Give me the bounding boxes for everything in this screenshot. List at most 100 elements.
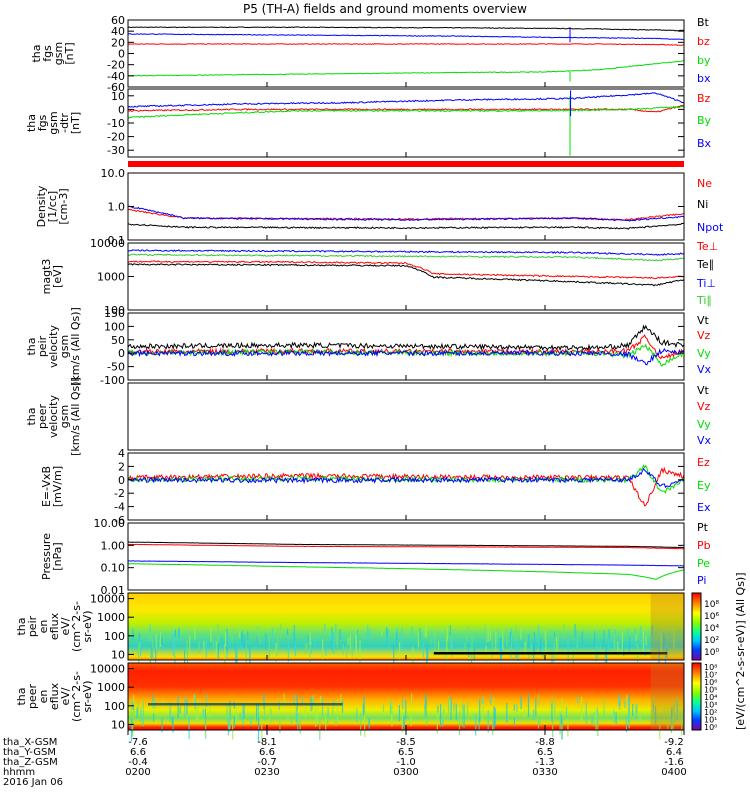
tick-label: 0.1 <box>108 234 126 247</box>
data-quality-bar <box>128 161 684 167</box>
panels: 6040200-20-40-60Btbzbybxthafgsgsm[nT]100… <box>15 14 747 742</box>
tick-label: 2 <box>118 460 125 473</box>
xaxis-value: -7.6 <box>128 737 148 748</box>
legend-Vy: Vy <box>697 418 711 431</box>
colorbar-tick: 10⁵ <box>704 686 717 695</box>
xaxis-row-label: 2016 Jan 06 <box>3 777 63 788</box>
legend-Ey: Ey <box>697 479 711 492</box>
ylabel-line: tha <box>15 617 28 635</box>
colorbar-tick: 10⁷ <box>704 671 717 680</box>
series-line-Ni <box>127 222 685 230</box>
xaxis-value: -1.6 <box>664 757 684 768</box>
series-line-Pt <box>128 541 685 549</box>
xaxis-value: 6.6 <box>130 747 146 758</box>
legend-Vx: Vx <box>697 434 712 447</box>
heatmap-peer_en_eflux <box>128 663 684 730</box>
tick-label: 60 <box>111 14 125 27</box>
colorbar-tick: 10⁶ <box>704 678 717 687</box>
xaxis-row-label: tha_Y-GSM <box>3 747 56 758</box>
tick-label: 10000 <box>90 593 125 606</box>
series-line-Te∥ <box>127 263 685 287</box>
colorbar-label-text: [eV/(cm^2-s-sr-eV)] (All Qs)] <box>734 572 747 730</box>
tick-label: 10.00 <box>94 517 126 530</box>
legend-Ti⊥: Ti⊥ <box>696 277 716 290</box>
xaxis-value: 0230 <box>254 767 279 778</box>
series-line-Pi <box>128 560 685 567</box>
series-line-By <box>127 105 685 119</box>
ylabel-line: tha <box>25 407 38 425</box>
colorbar-tick: 10⁴ <box>704 624 719 634</box>
ylabel-line: gsm <box>52 42 65 65</box>
legend-bz: bz <box>697 35 710 48</box>
ylabel-line: fgs <box>41 45 54 62</box>
tick-label: 10 <box>111 718 125 731</box>
panel-pressure: 10.00 1.00 0.10 0.01 Pt Pb Pe Pi Pressure[nPa] <box>40 517 711 597</box>
ylabel-line: en <box>37 620 50 634</box>
legend-Npot: Npot <box>697 221 724 234</box>
series-line-Bx <box>127 92 685 108</box>
tick-label: -100 <box>100 374 125 387</box>
ylabel-line: tha <box>30 44 43 62</box>
series-line-by <box>127 60 684 77</box>
series-line-Vt <box>127 324 685 352</box>
panel-frame <box>127 19 685 88</box>
xaxis-value: -8.1 <box>257 737 277 748</box>
series-line-Npot <box>127 205 685 222</box>
tick-label: 10 <box>111 648 125 661</box>
tick-label: 0 <box>118 48 125 61</box>
tick-label: 0 <box>118 347 125 360</box>
xaxis-value: 0300 <box>393 767 418 778</box>
series-line-Ti⊥ <box>127 249 685 256</box>
ylabel-line: [cm-3] <box>57 188 70 224</box>
tick-label: -50 <box>107 361 125 374</box>
ylabel-line: tha <box>25 114 38 132</box>
tick-label: 4 <box>118 447 125 460</box>
xaxis-value: -1.0 <box>396 757 416 768</box>
xaxis-value: -1.3 <box>535 757 555 768</box>
xaxis-value: -9.2 <box>664 737 684 748</box>
panel-peir_en_eflux: 10000 1000 100 10 thapeirenefluxeV/(cm^2-s-s… <box>15 592 685 672</box>
ylabel-line: tha <box>25 337 38 355</box>
colorbar: 10⁸10⁶10⁴10²10⁰10⁸10⁷10⁶10⁵10⁴10³10²10¹1… <box>691 572 747 732</box>
series-line-Bt <box>127 26 685 32</box>
legend-Vz: Vz <box>697 400 711 413</box>
heatmap-band <box>433 652 668 655</box>
legend-Ti∥: Ti∥ <box>696 294 712 307</box>
series-line-Ti∥ <box>127 253 685 262</box>
tick-label: 10 <box>111 90 125 103</box>
legend-By: By <box>697 114 712 127</box>
tick-label: 40 <box>111 25 125 38</box>
xaxis-value: -8.8 <box>535 737 555 748</box>
tick-label: 1000 <box>97 611 125 624</box>
ylabel-line: [km/s (All Qs)] <box>69 307 82 386</box>
legend-Bx: Bx <box>697 137 712 150</box>
ylabel-line: peer <box>36 404 49 430</box>
panel-frame <box>127 522 685 591</box>
legend-Pb: Pb <box>697 539 711 552</box>
legend-Vx: Vx <box>697 363 712 376</box>
tick-label: 1000 <box>97 681 125 694</box>
legend-Vt: Vt <box>697 314 710 327</box>
ylabel-line: eflux <box>48 612 61 640</box>
colorbar-tick: 10³ <box>704 701 717 710</box>
ylabel-density: Density[1/cc][cm-3] <box>35 185 70 227</box>
ylabel-line: E=-VxB <box>40 466 53 507</box>
xaxis-value: -0.7 <box>257 757 277 768</box>
xaxis-row-label: tha_Z-GSM <box>3 757 58 768</box>
legend-Ni: Ni <box>697 198 708 211</box>
tick-label: 1000 <box>97 271 125 284</box>
tick-label: 50 <box>111 334 125 347</box>
colorbar-tick: 10⁸ <box>704 663 717 672</box>
tick-label: 150 <box>104 307 125 320</box>
panel-frame <box>127 172 685 241</box>
ylabel-line: peer <box>26 684 39 710</box>
xaxis-value: 0330 <box>532 767 557 778</box>
tick-label: -20 <box>107 131 125 144</box>
ylabel-pressure: Pressure[nPa] <box>40 533 64 580</box>
